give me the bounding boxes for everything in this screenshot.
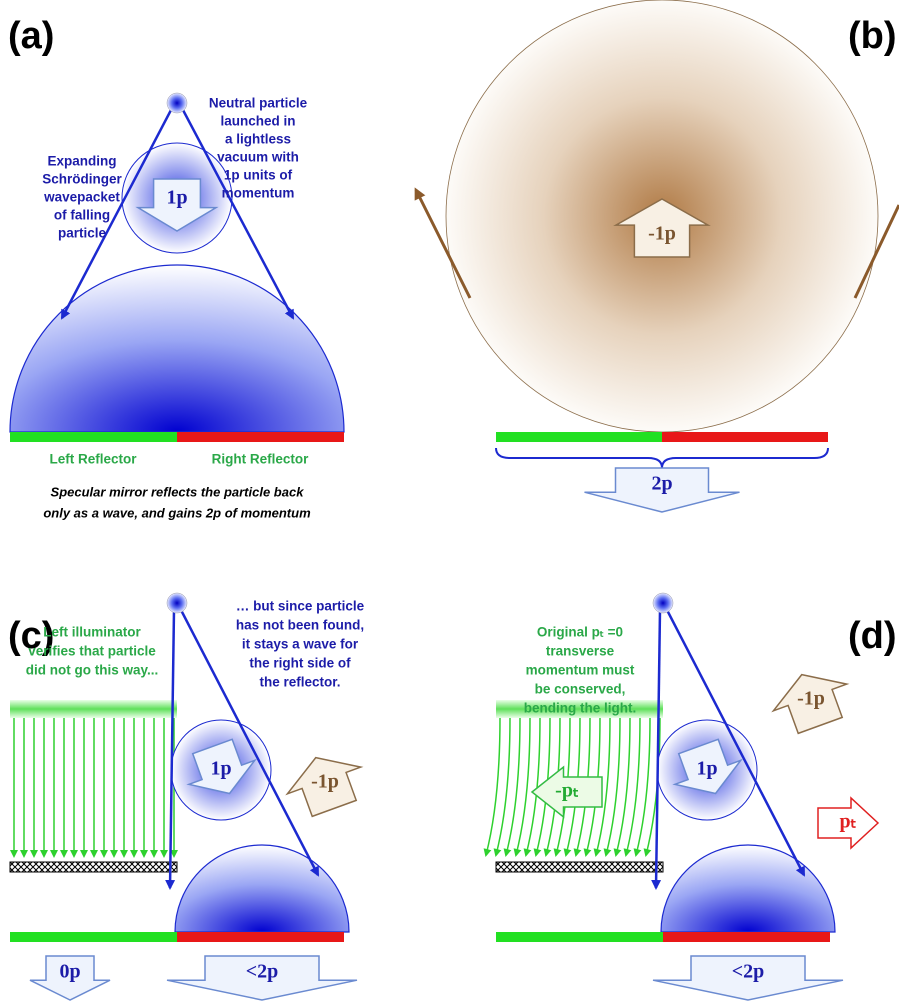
light-ray [486,718,500,855]
label: transverse [546,644,615,659]
label: vacuum with [217,150,299,165]
left-reflector [10,932,177,942]
label: 1p [210,758,231,780]
label: Left illuminator [43,625,141,640]
label: -1p [311,771,339,793]
illuminator [10,700,177,718]
label: the reflector. [259,675,340,690]
label: 1p [696,758,717,780]
label: the right side of [249,656,351,671]
label: wavepacket [43,190,120,205]
particle [167,93,187,113]
light-ray [636,718,650,855]
label: launched in [220,114,295,129]
light-ray [506,718,520,855]
label: -1p [797,688,825,710]
label: verifies that particle [28,644,156,659]
label: Left Reflector [49,452,137,467]
right-reflector [663,932,830,942]
shapes [10,0,899,1000]
wave-dome [661,845,835,932]
left-reflector [10,432,177,442]
particle [653,593,673,613]
label: Specular mirror reflects the particle ba… [51,484,305,499]
right-reflector [177,432,344,442]
label: be conserved, [535,682,626,697]
label: 0p [59,960,80,982]
light-ray [626,718,640,855]
label: of falling [54,208,110,223]
label: did not go this way... [26,663,159,678]
label: pₜ [839,811,856,833]
label: 2p [651,472,672,494]
label: a lightless [225,132,291,147]
label: bending the light. [524,701,636,716]
label: it stays a wave for [242,637,359,652]
detector [10,862,177,872]
label: (d) [848,615,897,657]
left-reflector [496,432,662,442]
brace [496,448,828,468]
label: 1p units of [224,168,293,183]
label: has not been found, [236,618,364,633]
label: Schrödinger [42,172,122,187]
light-ray [606,718,620,855]
label: -pₜ [555,780,579,802]
label: (a) [8,15,54,57]
label: Expanding [47,154,116,169]
detector [496,862,663,872]
light-ray [616,718,630,855]
label: 1p [166,186,187,208]
figure: (a) 1p Neutral particle launched in a lightl… [0,0,899,1004]
particle [167,593,187,613]
label: momentum [222,186,295,201]
label: … but since particle [236,599,365,614]
right-reflector [662,432,828,442]
label: only as a wave, and gains 2p of momentum [43,505,311,520]
label: particle [58,226,107,241]
light-ray [496,718,510,855]
label: Right Reflector [212,452,310,467]
label: momentum must [526,663,635,678]
label: (b) [848,15,897,57]
wave-dome [175,845,349,932]
label: -1p [648,223,676,245]
light-ray [516,718,530,855]
wave-dome [10,265,344,432]
left-reflector [496,932,663,942]
label: Neutral particle [209,96,308,111]
label: <2p [246,960,279,982]
label: <2p [732,960,765,982]
label: Original pₜ =0 [537,625,623,640]
right-reflector [177,932,344,942]
